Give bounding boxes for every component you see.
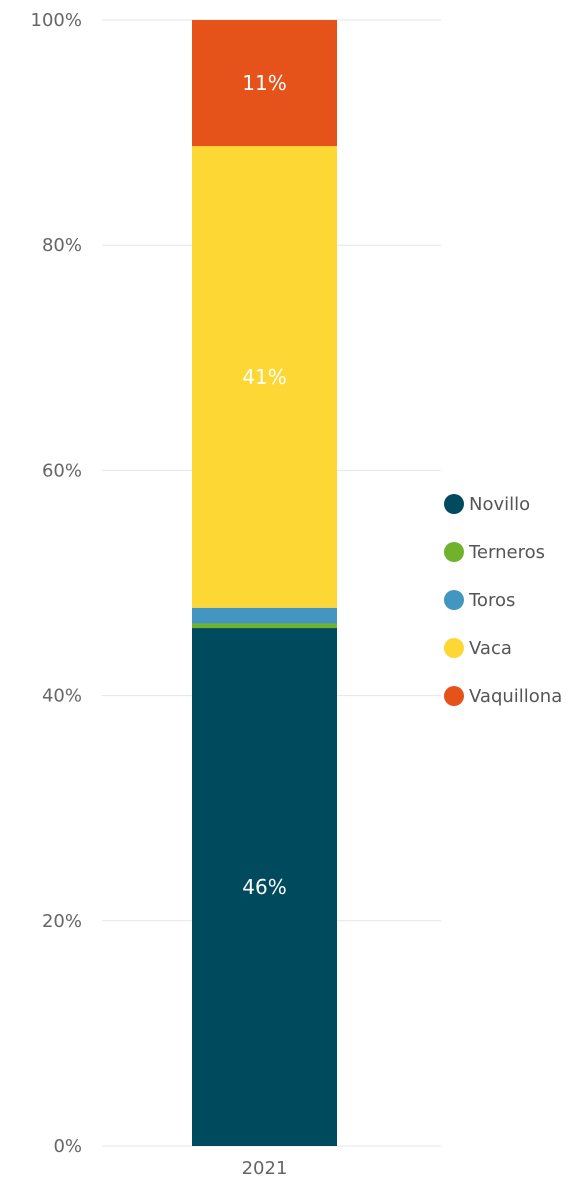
bar-segment-novillo[interactable] — [192, 628, 337, 1146]
legend-item-toros[interactable]: Toros — [444, 590, 515, 611]
legend-item-vaca[interactable]: Vaca — [444, 638, 512, 659]
data-label-novillo: 46% — [242, 875, 286, 899]
legend-label: Vaca — [469, 638, 512, 659]
legend-marker — [444, 542, 464, 562]
legend-marker — [444, 638, 464, 658]
y-tick-label: 60% — [42, 460, 82, 481]
y-axis-ticks: 0% 20% 40% 60% 80% 100% — [31, 10, 82, 1157]
y-tick-label: 80% — [42, 235, 82, 256]
legend-item-vaquillona[interactable]: Vaquillona — [444, 686, 562, 707]
legend-label: Terneros — [468, 542, 545, 563]
legend-marker — [444, 590, 464, 610]
y-tick-label: 40% — [42, 686, 82, 707]
bar-segment-vaca[interactable] — [192, 146, 337, 608]
legend: Novillo Terneros Toros Vaca Vaquillona — [444, 494, 562, 707]
legend-label: Novillo — [469, 494, 530, 515]
bar-segment-toros[interactable] — [192, 607, 337, 624]
x-axis-ticks: 2021 — [242, 1158, 288, 1179]
bar-segment-terneros[interactable] — [192, 623, 337, 629]
data-labels: 46% 41% 11% — [242, 71, 286, 899]
legend-marker — [444, 494, 464, 514]
y-tick-label: 20% — [42, 911, 82, 932]
legend-marker — [444, 686, 464, 706]
legend-item-novillo[interactable]: Novillo — [444, 494, 530, 515]
y-tick-label: 0% — [53, 1136, 82, 1157]
y-tick-label: 100% — [31, 10, 82, 31]
data-label-vaquillona: 11% — [242, 71, 286, 95]
bars — [192, 20, 337, 1146]
data-label-vaca: 41% — [242, 365, 286, 389]
legend-label: Vaquillona — [469, 686, 562, 707]
legend-label: Toros — [468, 590, 515, 611]
legend-item-terneros[interactable]: Terneros — [444, 542, 545, 563]
bar-segment-vaquillona[interactable] — [192, 20, 337, 147]
x-tick-label: 2021 — [242, 1158, 288, 1179]
